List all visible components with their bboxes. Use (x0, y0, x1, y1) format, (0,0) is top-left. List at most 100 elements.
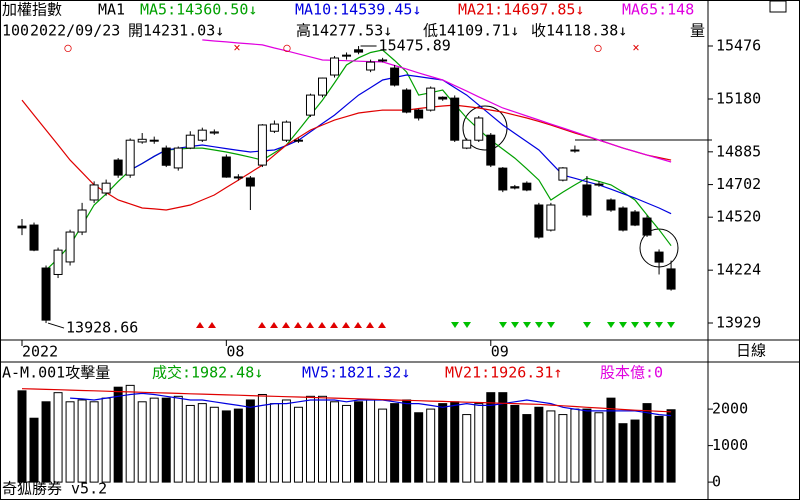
sell-signal (655, 322, 663, 328)
volume-bar (438, 403, 448, 483)
volume-bar (77, 399, 87, 483)
volume-bar (330, 401, 340, 483)
volume-bar (654, 415, 664, 483)
volume-bar (318, 395, 327, 483)
buy-signal (366, 322, 374, 328)
overlay: 加權指數 MA1 100 2022/09/23 開14231.03↓ 高1427… (2, 1, 766, 498)
volume-bar (642, 403, 652, 483)
period[interactable]: 日線 (736, 342, 766, 360)
volume-title: A-M.001攻擊量 (2, 364, 110, 382)
volume-bar (173, 395, 183, 483)
legend-entry: MV21:1926.31↑ (445, 364, 562, 382)
volume-bar (354, 401, 364, 483)
footer: 奇狐勝券 v5.2 (2, 480, 107, 498)
candle-body (113, 159, 123, 176)
sell-signal (535, 322, 543, 328)
volume-bar (582, 408, 592, 483)
legend-entry: MA21:14697.85↓ (458, 1, 584, 19)
candle-body (17, 225, 27, 229)
ma-line (129, 74, 672, 215)
volume-bar (221, 410, 231, 483)
volume-bar (305, 395, 315, 483)
sell-signal (499, 322, 507, 328)
volume-bar (125, 384, 135, 483)
buy-signal (306, 322, 314, 328)
buy-signal (294, 322, 302, 328)
volume-bar (522, 414, 532, 483)
candle-body (462, 139, 472, 149)
buy-signal (354, 322, 362, 328)
subtitle: MA1 (98, 1, 125, 19)
window-button[interactable] (769, 0, 787, 13)
y-tick-label: 1000 (712, 436, 748, 454)
sell-signal (631, 322, 639, 328)
candle-body (474, 117, 484, 141)
volume-bar (245, 399, 255, 483)
signal-mark: × (233, 41, 240, 55)
y-tick-label: 14702 (716, 175, 761, 193)
candle-body (161, 147, 171, 166)
signal-mark: ○ (594, 41, 601, 55)
candle-body (534, 204, 544, 238)
volume-bar (89, 401, 99, 483)
info: 開14231.03↓ (128, 22, 224, 40)
volume-bar (498, 392, 508, 483)
candle-body (41, 267, 51, 321)
extra-label: 股本億:0 (600, 364, 663, 382)
sell-signal (583, 322, 591, 328)
volume-bar (281, 399, 291, 483)
candle-body (318, 77, 327, 96)
info: 高14277.53↓ (296, 22, 392, 40)
candle-body (558, 167, 568, 181)
volume-label: 成交:1982.48↓ (152, 364, 263, 382)
y-tick-label: 15476 (716, 37, 761, 55)
volume-bar (257, 393, 267, 483)
candle-body (438, 96, 448, 100)
sell-signal (547, 322, 555, 328)
volume-bar (29, 417, 39, 483)
volume-panel (17, 384, 676, 483)
volume-bar (233, 408, 243, 483)
candle-body (426, 87, 436, 111)
y-tick-label: 14224 (716, 261, 761, 279)
candle-body (510, 186, 520, 189)
volume-bar (342, 404, 352, 483)
volume-bar (450, 401, 460, 483)
volume-bar (366, 399, 376, 483)
candle-body (305, 94, 315, 116)
y-tick-label: 13929 (716, 313, 761, 331)
candle-body (245, 177, 255, 187)
x-tick-label: 08 (226, 343, 244, 361)
candle-body (654, 251, 664, 263)
candle-body (342, 54, 352, 57)
volume-bar (378, 408, 388, 483)
candle-body (281, 121, 291, 141)
ma-line (21, 388, 672, 413)
signal-mark: ○ (283, 41, 290, 55)
low-pointer (47, 322, 65, 329)
candle-body (77, 209, 87, 233)
signal-mark: × (632, 41, 639, 55)
candle-body (486, 134, 496, 166)
legend-entry: MA65:148 (622, 1, 694, 19)
candle-body (53, 249, 63, 275)
candle-body (378, 59, 388, 62)
volume-bar (570, 408, 580, 483)
buy-signal (378, 322, 386, 328)
ma-line (70, 392, 672, 417)
candle-body (101, 182, 111, 194)
legend-entry: MA5:14360.50↓ (140, 1, 257, 19)
volume-bar (113, 386, 123, 483)
candle-body (498, 167, 508, 191)
volume-bar (17, 390, 27, 483)
buy-signal (282, 322, 290, 328)
x-tick-label: 2022 (22, 343, 58, 361)
y-tick-label: 14520 (716, 208, 761, 226)
buy-signal (258, 322, 266, 328)
candle-body (606, 199, 616, 211)
volume-bar (474, 403, 484, 483)
price-panel (17, 39, 676, 324)
sell-signal (667, 322, 675, 328)
volume-bar (546, 410, 556, 483)
